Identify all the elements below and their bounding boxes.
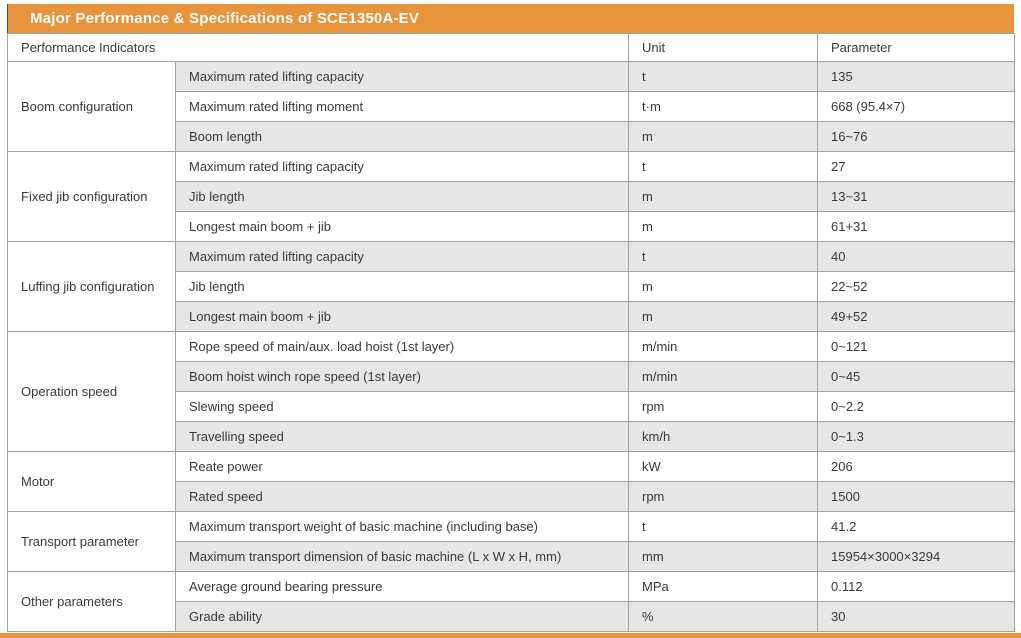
col-header-performance-indicators: Performance Indicators <box>7 33 629 62</box>
group-label-fixed-jib-configuration: Fixed jib configuration <box>7 151 176 242</box>
parameter-cell: 22~52 <box>817 271 1015 302</box>
unit-cell: % <box>628 601 818 632</box>
indicator-cell: Jib length <box>175 181 629 212</box>
indicator-cell: Maximum transport dimension of basic mac… <box>175 541 629 572</box>
unit-cell: m <box>628 181 818 212</box>
parameter-cell: 0~121 <box>817 331 1015 362</box>
parameter-cell: 668 (95.4×7) <box>817 91 1015 122</box>
parameter-cell: 30 <box>817 601 1015 632</box>
indicator-cell: Maximum rated lifting capacity <box>175 241 629 272</box>
unit-cell: m/min <box>628 331 818 362</box>
indicator-cell: Maximum rated lifting capacity <box>175 61 629 92</box>
parameter-cell: 61+31 <box>817 211 1015 242</box>
parameter-cell: 16~76 <box>817 121 1015 152</box>
unit-cell: t <box>628 511 818 542</box>
col-header-parameter: Parameter <box>817 33 1015 62</box>
parameter-cell: 0~2.2 <box>817 391 1015 422</box>
unit-cell: MPa <box>628 571 818 602</box>
table-row: Grade ability % 30 <box>8 601 1015 632</box>
parameter-cell: 0.112 <box>817 571 1015 602</box>
table-row: Maximum transport dimension of basic mac… <box>8 541 1015 572</box>
header-row: Performance Indicators Unit Parameter <box>7 33 1015 62</box>
table-row: Transport parameter Maximum transport we… <box>7 511 1015 572</box>
indicator-cell: Boom length <box>175 121 629 152</box>
indicator-cell: Longest main boom + jib <box>175 301 629 332</box>
parameter-cell: 15954×3000×3294 <box>817 541 1015 572</box>
indicator-cell: Slewing speed <box>175 391 629 422</box>
indicator-cell: Jib length <box>175 271 629 302</box>
parameter-cell: 40 <box>817 241 1015 272</box>
table-row: Boom hoist winch rope speed (1st layer) … <box>8 361 1015 392</box>
table-row: Jib length m 13~31 <box>8 181 1015 212</box>
unit-cell: m <box>628 271 818 302</box>
unit-cell: kW <box>628 451 818 482</box>
parameter-cell: 27 <box>817 151 1015 182</box>
table-title: Major Performance & Specifications of SC… <box>30 10 420 27</box>
group-label-other-parameters: Other parameters <box>7 571 176 632</box>
indicator-cell: Rated speed <box>175 481 629 512</box>
parameter-cell: 41.2 <box>817 511 1015 542</box>
indicator-cell: Longest main boom + jib <box>175 211 629 242</box>
indicator-cell: Reate power <box>175 451 629 482</box>
unit-cell: m/min <box>628 361 818 392</box>
table-row: Travelling speed km/h 0~1.3 <box>8 421 1015 452</box>
group-label-operation-speed: Operation speed <box>7 331 176 452</box>
table-row: Motor Reate power kW 206 <box>7 451 1015 512</box>
unit-cell: t·m <box>628 91 818 122</box>
unit-cell: t <box>628 151 818 182</box>
parameter-cell: 135 <box>817 61 1015 92</box>
indicator-cell: Rope speed of main/aux. load hoist (1st … <box>175 331 629 362</box>
parameter-cell: 1500 <box>817 481 1015 512</box>
group-label-motor: Motor <box>7 451 176 512</box>
parameter-cell: 0~1.3 <box>817 421 1015 452</box>
group-label-boom-configuration: Boom configuration <box>7 61 176 152</box>
table-row: Jib length m 22~52 <box>8 271 1015 302</box>
parameter-cell: 0~45 <box>817 361 1015 392</box>
spec-table: Performance Indicators Unit Parameter Bo… <box>7 33 1015 632</box>
unit-cell: m <box>628 121 818 152</box>
unit-cell: rpm <box>628 481 818 512</box>
table-title-bar: Major Performance & Specifications of SC… <box>7 4 1014 33</box>
table-row: Boom configuration Maximum rated lifting… <box>7 61 1015 152</box>
parameter-cell: 49+52 <box>817 301 1015 332</box>
table-row: Maximum rated lifting moment t·m 668 (95… <box>8 91 1015 122</box>
unit-cell: t <box>628 61 818 92</box>
table-row: Operation speed Rope speed of main/aux. … <box>7 331 1015 452</box>
table-row: Other parameters Average ground bearing … <box>7 571 1015 632</box>
group-label-luffing-jib-configuration: Luffing jib configuration <box>7 241 176 332</box>
indicator-cell: Maximum rated lifting moment <box>175 91 629 122</box>
unit-cell: km/h <box>628 421 818 452</box>
unit-cell: mm <box>628 541 818 572</box>
indicator-cell: Maximum transport weight of basic machin… <box>175 511 629 542</box>
bottom-accent-bar <box>0 633 1021 638</box>
indicator-cell: Travelling speed <box>175 421 629 452</box>
indicator-cell: Grade ability <box>175 601 629 632</box>
indicator-cell: Maximum rated lifting capacity <box>175 151 629 182</box>
unit-cell: t <box>628 241 818 272</box>
unit-cell: m <box>628 211 818 242</box>
unit-cell: m <box>628 301 818 332</box>
col-header-unit: Unit <box>628 33 818 62</box>
group-label-transport-parameter: Transport parameter <box>7 511 176 572</box>
table-row: Fixed jib configuration Maximum rated li… <box>7 151 1015 242</box>
parameter-cell: 206 <box>817 451 1015 482</box>
indicator-cell: Boom hoist winch rope speed (1st layer) <box>175 361 629 392</box>
unit-cell: rpm <box>628 391 818 422</box>
table-row: Slewing speed rpm 0~2.2 <box>8 391 1015 422</box>
indicator-cell: Average ground bearing pressure <box>175 571 629 602</box>
table-row: Luffing jib configuration Maximum rated … <box>7 241 1015 332</box>
parameter-cell: 13~31 <box>817 181 1015 212</box>
